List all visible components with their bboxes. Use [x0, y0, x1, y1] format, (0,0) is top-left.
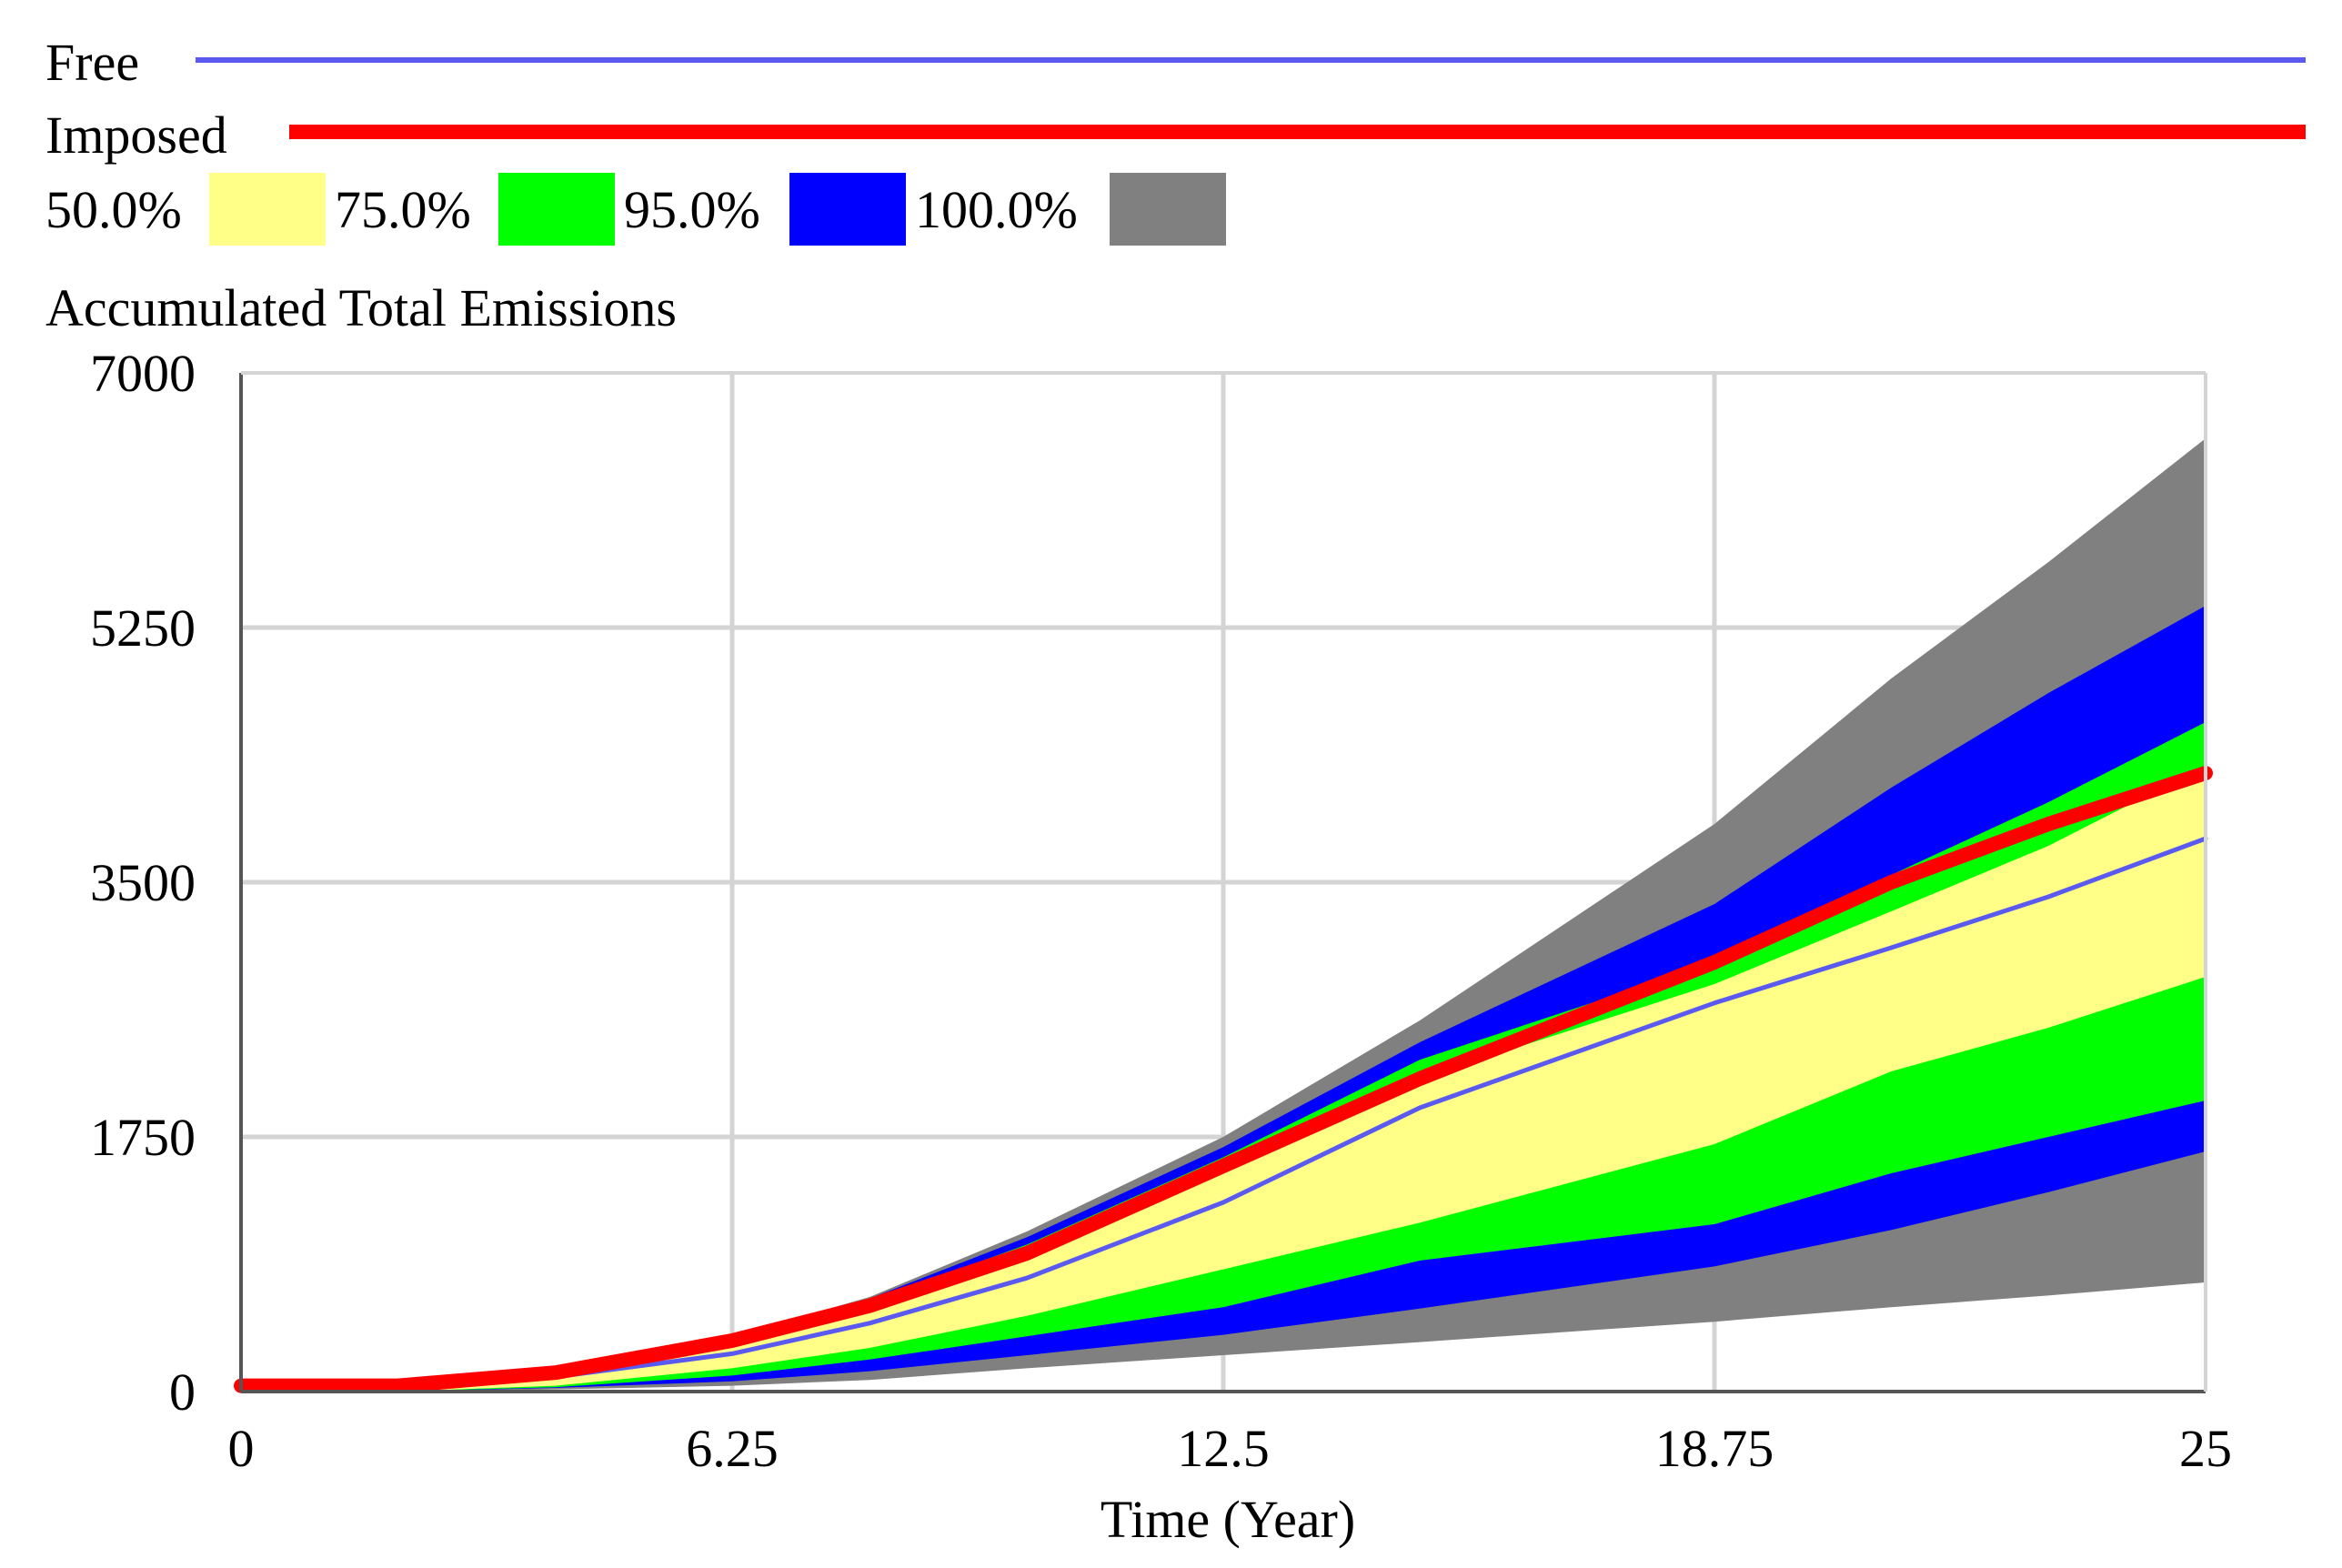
tick-labels: 0 6.25 12.5 18.75 25 0 1750 3500 5250 7000 — [90, 344, 2232, 1478]
y-tick-label: 1750 — [90, 1108, 196, 1167]
legend-band-75-label: 75.0% — [335, 180, 471, 239]
legend-band-50-label: 50.0% — [45, 180, 182, 239]
series-lines — [234, 766, 2213, 1393]
y-tick-label: 5250 — [90, 598, 196, 658]
legend-band-95-swatch — [789, 173, 906, 246]
legend-band-75-swatch — [498, 173, 615, 246]
legend-band-100-swatch — [1110, 173, 1226, 246]
band-75 — [241, 722, 2206, 1392]
y-tick-label: 0 — [169, 1362, 196, 1422]
x-tick-label: 12.5 — [1177, 1419, 1270, 1478]
x-tick-label: 25 — [2179, 1419, 2232, 1478]
legend-imposed-label: Imposed — [45, 106, 227, 165]
confidence-bands — [241, 438, 2206, 1392]
x-axis-label: Time (Year) — [1101, 1490, 1355, 1549]
chart-title: Accumulated Total Emissions — [45, 278, 677, 337]
x-tick-label: 6.25 — [686, 1419, 779, 1478]
legend-band-100-label: 100.0% — [915, 180, 1078, 239]
y-tick-label: 7000 — [90, 344, 196, 403]
legend-band-50-swatch — [209, 173, 326, 246]
band-50 — [241, 766, 2206, 1392]
x-tick-label: 18.75 — [1655, 1419, 1774, 1478]
axes — [239, 371, 2207, 1393]
y-tick-label: 3500 — [90, 853, 196, 912]
x-tick-label: 0 — [228, 1419, 255, 1478]
legend-free-label: Free — [45, 33, 139, 92]
legend-band-95-label: 95.0% — [624, 180, 760, 239]
series-imposed-line — [234, 766, 2213, 1393]
